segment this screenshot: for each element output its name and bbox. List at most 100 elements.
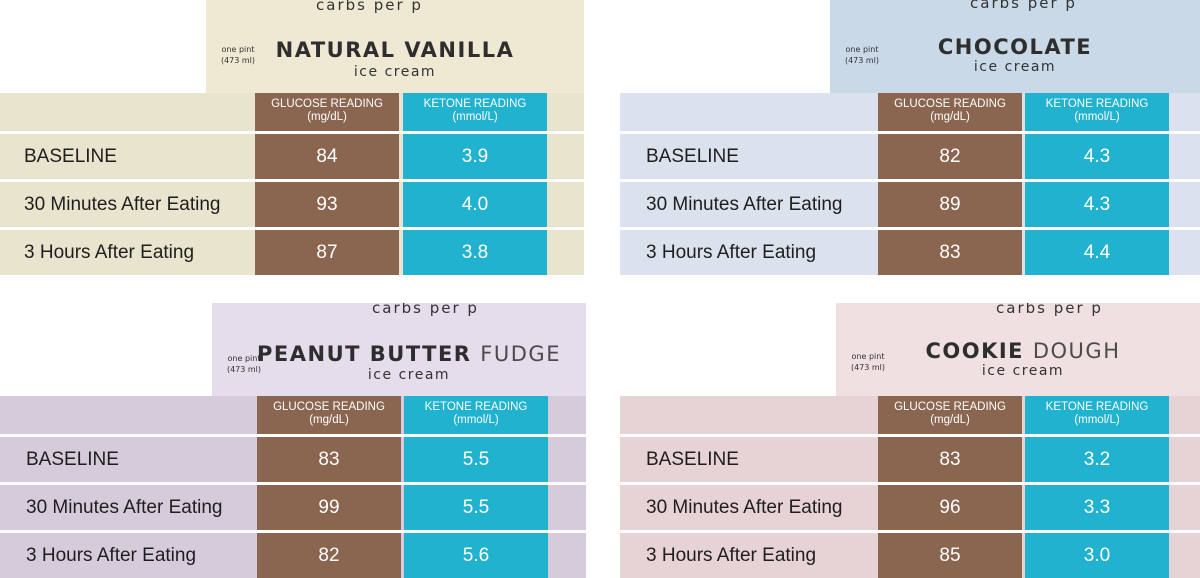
pint-arc-text: carbs per p bbox=[970, 0, 1077, 12]
glucose-cell: 96 bbox=[878, 485, 1022, 530]
ketone-cell: 3.2 bbox=[1025, 437, 1169, 482]
reading-table-chocolate: GLUCOSE READING (mg/dL) KETONE READING (mm… bbox=[620, 93, 1200, 285]
row-divider bbox=[0, 131, 584, 134]
pint-size-text: one pint (473 ml) bbox=[220, 45, 256, 65]
row-label: 30 Minutes After Eating bbox=[26, 497, 223, 518]
ketone-cell: 4.4 bbox=[1025, 230, 1169, 275]
glucose-column-header: GLUCOSE READING (mg/dL) bbox=[878, 396, 1022, 434]
row-divider bbox=[620, 227, 1200, 230]
table-row: 3 Hours After Eating 87 3.8 bbox=[0, 230, 584, 275]
ketone-cell: 3.8 bbox=[403, 230, 547, 275]
pint-size-text: one pint (473 ml) bbox=[850, 352, 886, 372]
pint-subtitle: ice cream bbox=[973, 59, 1057, 75]
pint-flavor-name: COOKIE DOUGH bbox=[846, 339, 1200, 363]
glucose-cell: 82 bbox=[878, 134, 1022, 179]
reading-table-peanut-butter-fudge: GLUCOSE READING (mg/dL) KETONE READING (mm… bbox=[0, 396, 586, 578]
pint-arc-text: carbs per p bbox=[996, 303, 1103, 317]
glucose-column-header: GLUCOSE READING (mg/dL) bbox=[257, 396, 401, 434]
pint-size-text: one pint (473 ml) bbox=[844, 45, 880, 65]
glucose-column-header: GLUCOSE READING (mg/dL) bbox=[878, 93, 1022, 131]
row-divider bbox=[0, 530, 586, 533]
glucose-cell: 87 bbox=[255, 230, 399, 275]
ketone-column-header: KETONE READING (mmol/L) bbox=[403, 93, 547, 131]
glucose-cell: 83 bbox=[878, 437, 1022, 482]
table-row: 3 Hours After Eating 85 3.0 bbox=[620, 533, 1200, 578]
row-label: 30 Minutes After Eating bbox=[646, 194, 843, 215]
pint-arc-text: carbs per p bbox=[316, 0, 423, 14]
table-row: 30 Minutes After Eating 99 5.5 bbox=[0, 485, 586, 530]
reading-table-natural-vanilla: GLUCOSE READING (mg/dL) KETONE READING (mm… bbox=[0, 93, 584, 285]
table-row: 30 Minutes After Eating 93 4.0 bbox=[0, 182, 584, 227]
row-label: 3 Hours After Eating bbox=[646, 242, 817, 263]
pint-subtitle: ice cream bbox=[981, 363, 1065, 379]
table-header-row: GLUCOSE READING (mg/dL) KETONE READING (mm… bbox=[0, 93, 584, 131]
glucose-cell: 93 bbox=[255, 182, 399, 227]
row-divider bbox=[620, 434, 1200, 437]
glucose-cell: 84 bbox=[255, 134, 399, 179]
ketone-column-header: KETONE READING (mmol/L) bbox=[1025, 396, 1169, 434]
ketone-cell: 5.6 bbox=[404, 533, 548, 578]
panel-cookie-dough: carbs per p one pint (473 ml) COOKIE DOUG… bbox=[620, 303, 1200, 578]
table-header-row: GLUCOSE READING (mg/dL) KETONE READING (mm… bbox=[620, 93, 1200, 131]
row-label: BASELINE bbox=[646, 146, 739, 167]
glucose-cell: 89 bbox=[878, 182, 1022, 227]
row-label: 30 Minutes After Eating bbox=[646, 497, 843, 518]
row-label: BASELINE bbox=[26, 449, 119, 470]
pint-flavor-name: PEANUT BUTTER FUDGE bbox=[232, 342, 586, 366]
pint-subtitle: ice cream bbox=[353, 64, 437, 80]
ketone-cell: 4.3 bbox=[1025, 182, 1169, 227]
row-divider bbox=[0, 179, 584, 182]
ketone-cell: 3.3 bbox=[1025, 485, 1169, 530]
table-row: 3 Hours After Eating 83 4.4 bbox=[620, 230, 1200, 275]
ketone-column-header: KETONE READING (mmol/L) bbox=[1025, 93, 1169, 131]
table-header-row: GLUCOSE READING (mg/dL) KETONE READING (mm… bbox=[0, 396, 586, 434]
table-row: BASELINE 84 3.9 bbox=[0, 134, 584, 179]
row-label: BASELINE bbox=[646, 449, 739, 470]
glucose-cell: 83 bbox=[878, 230, 1022, 275]
ketone-cell: 4.3 bbox=[1025, 134, 1169, 179]
glucose-cell: 99 bbox=[257, 485, 401, 530]
pint-flavor-bold: PEANUT BUTTER bbox=[257, 342, 472, 366]
row-divider bbox=[0, 482, 586, 485]
table-row: 30 Minutes After Eating 89 4.3 bbox=[620, 182, 1200, 227]
table-row: 3 Hours After Eating 82 5.6 bbox=[0, 533, 586, 578]
glucose-cell: 82 bbox=[257, 533, 401, 578]
glucose-cell: 83 bbox=[257, 437, 401, 482]
ketone-cell: 3.9 bbox=[403, 134, 547, 179]
pint-flavor-name: CHOCOLATE bbox=[830, 35, 1200, 59]
pint-flavor-bold: CHOCOLATE bbox=[937, 35, 1093, 59]
row-label: 3 Hours After Eating bbox=[24, 242, 195, 263]
panel-chocolate: carbs per p one pint (473 ml) CHOCOLATE i… bbox=[620, 0, 1200, 285]
ketone-cell: 5.5 bbox=[404, 437, 548, 482]
row-divider bbox=[620, 179, 1200, 182]
ketone-cell: 5.5 bbox=[404, 485, 548, 530]
pint-size-text: one pint (473 ml) bbox=[226, 354, 262, 374]
pint-flavor-name: NATURAL VANILLA bbox=[206, 38, 584, 62]
glucose-column-header: GLUCOSE READING (mg/dL) bbox=[255, 93, 399, 131]
pint-flavor-bold: NATURAL VANILLA bbox=[275, 38, 515, 62]
row-label: 30 Minutes After Eating bbox=[24, 194, 221, 215]
reading-table-cookie-dough: GLUCOSE READING (mg/dL) KETONE READING (mm… bbox=[620, 396, 1200, 578]
pint-subtitle: ice cream bbox=[367, 367, 451, 383]
ketone-cell: 4.0 bbox=[403, 182, 547, 227]
table-row: BASELINE 82 4.3 bbox=[620, 134, 1200, 179]
row-label: 3 Hours After Eating bbox=[646, 545, 817, 566]
pint-flavor-light: DOUGH bbox=[1032, 339, 1121, 363]
pint-flavor-light: FUDGE bbox=[480, 342, 561, 366]
ketone-cell: 3.0 bbox=[1025, 533, 1169, 578]
pint-arc-text: carbs per p bbox=[372, 303, 479, 317]
row-label: BASELINE bbox=[24, 146, 117, 167]
ketone-column-header: KETONE READING (mmol/L) bbox=[404, 396, 548, 434]
table-header-row: GLUCOSE READING (mg/dL) KETONE READING (mm… bbox=[620, 396, 1200, 434]
table-row: 30 Minutes After Eating 96 3.3 bbox=[620, 485, 1200, 530]
panel-natural-vanilla: carbs per p one pint (473 ml) NATURAL VAN… bbox=[0, 0, 584, 285]
row-divider bbox=[0, 227, 584, 230]
row-divider bbox=[620, 131, 1200, 134]
panel-peanut-butter-fudge: carbs per p one pint (473 ml) PEANUT BUTT… bbox=[0, 303, 586, 578]
row-divider bbox=[620, 482, 1200, 485]
table-row: BASELINE 83 3.2 bbox=[620, 437, 1200, 482]
row-label: 3 Hours After Eating bbox=[26, 545, 197, 566]
row-divider bbox=[0, 434, 586, 437]
row-divider bbox=[620, 530, 1200, 533]
table-row: BASELINE 83 5.5 bbox=[0, 437, 586, 482]
